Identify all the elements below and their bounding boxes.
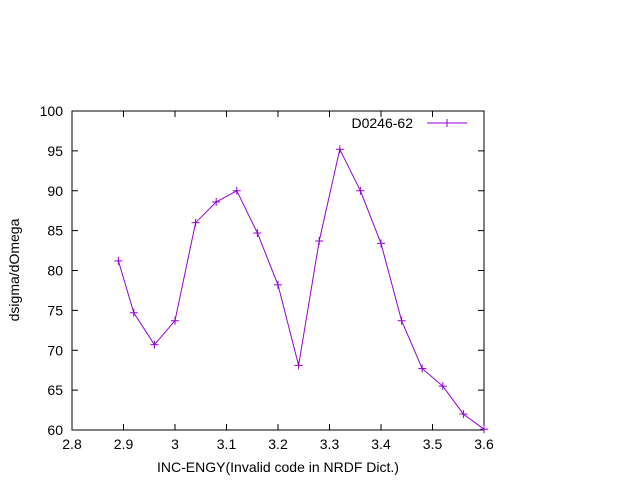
y-tick-label: 80 (47, 263, 63, 279)
plot-border (71, 110, 485, 431)
y-axis-title: dsigma/dOmega (6, 218, 22, 321)
data-point (232, 186, 241, 195)
data-point (129, 308, 138, 317)
y-tick-label: 70 (47, 342, 63, 358)
data-point (294, 361, 303, 370)
data-point (418, 364, 427, 373)
x-axis-title: INC-ENGY(Invalid code in NRDF Dict.) (157, 459, 399, 475)
data-point (459, 410, 468, 419)
legend: D0246-62 (352, 115, 467, 131)
y-tick-label: 65 (47, 382, 63, 398)
data-point (274, 280, 282, 289)
x-tick-label: 2.8 (62, 436, 82, 452)
x-tick-label: 3.2 (268, 436, 288, 452)
data-point (356, 186, 365, 195)
series-layer (114, 145, 488, 434)
data-point (397, 316, 406, 325)
data-point (114, 256, 123, 265)
y-axis: 60 65 70 75 80 85 90 95 100 (40, 103, 484, 438)
data-point (253, 229, 262, 238)
x-tick-label: 3 (171, 436, 179, 452)
data-point (377, 239, 385, 248)
x-tick-label: 3.1 (217, 436, 237, 452)
data-point (335, 145, 344, 154)
data-point (150, 340, 159, 349)
data-point (438, 382, 447, 391)
data-point (171, 316, 179, 325)
x-tick-label: 2.9 (114, 436, 134, 452)
y-tick-label: 90 (47, 183, 63, 199)
data-point (315, 236, 324, 245)
y-tick-label: 85 (47, 223, 63, 239)
y-tick-label: 100 (40, 103, 64, 119)
legend-entry-label: D0246-62 (352, 115, 414, 131)
x-tick-label: 3.4 (371, 436, 391, 452)
data-point (212, 197, 221, 206)
x-tick-label: 3.6 (474, 436, 494, 452)
x-axis: 2.8 2.9 3 3.1 3.2 3.3 3.4 3.5 3.6 (62, 111, 494, 452)
y-tick-label: 60 (47, 422, 63, 438)
x-tick-label: 3.3 (320, 436, 340, 452)
plot-frame (71, 110, 485, 431)
x-tick-label: 3.5 (423, 436, 443, 452)
data-point (480, 425, 488, 434)
data-point (191, 218, 200, 227)
series-line (117, 147, 485, 430)
y-tick-label: 95 (47, 143, 63, 159)
y-tick-label: 75 (47, 302, 63, 318)
